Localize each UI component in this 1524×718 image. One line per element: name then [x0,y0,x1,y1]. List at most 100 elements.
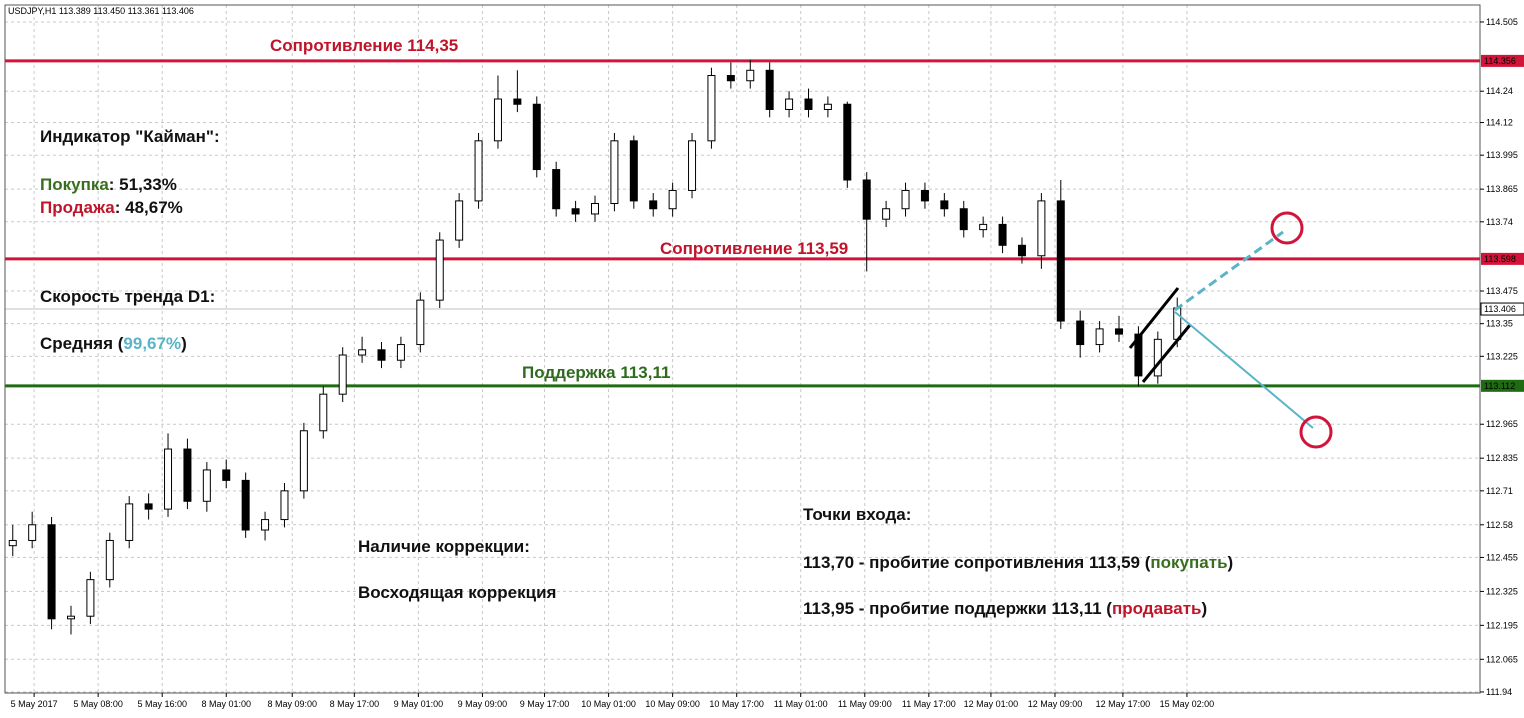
level-label-box [1481,252,1524,265]
candle-body [765,69,774,110]
candle-body [183,448,192,502]
y-tick-label: 112.71 [1486,486,1513,496]
candle-body [474,140,483,202]
candle-body [959,208,968,231]
candle-body [610,140,619,205]
x-tick-label: 8 May 09:00 [267,699,317,709]
candle-body [668,189,677,210]
candle-body [726,75,735,82]
candle-body [1037,200,1046,257]
x-tick-label: 11 May 17:00 [902,699,956,709]
x-tick-label: 8 May 17:00 [330,699,380,709]
level-label-box [1481,379,1524,392]
x-tick-label: 9 May 17:00 [520,699,570,709]
y-tick-label: 113.74 [1486,217,1513,227]
y-tick-label: 112.325 [1486,586,1518,596]
level-label-box [1481,54,1524,67]
levels [5,59,1480,388]
candle-body [513,98,522,105]
candle-body [280,490,289,521]
x-tick-label: 12 May 17:00 [1096,699,1151,709]
y-tick-label: 112.195 [1486,620,1518,630]
candle-body [299,430,308,492]
candle-body [416,299,425,346]
candle-body [882,208,891,220]
annotation: Поддержка 113,11 [522,363,670,382]
x-tick-label: 5 May 16:00 [137,699,187,709]
candle-body [47,524,56,620]
annotation: Индикатор "Кайман": [40,127,220,146]
symbol: USDJPY,H1 113.389 113.450 113.361 113.40… [8,6,194,16]
y-tick-label: 112.965 [1486,419,1518,429]
x-tick-label: 10 May 17:00 [709,699,764,709]
arrow-up [1174,230,1284,312]
grid [5,5,1480,693]
candle-body [1076,320,1085,346]
candle-body [1017,244,1026,257]
candle-body [358,349,367,356]
candle-body [901,189,910,210]
candle-body [746,69,755,82]
candle-body [86,579,95,617]
candle-body [532,103,541,171]
y-tick-label: 112.58 [1486,520,1513,530]
candle-body [552,169,561,210]
candle-body [785,98,794,110]
candle-body [396,344,405,361]
candle-body [707,75,716,142]
x-tick-label: 8 May 01:00 [201,699,251,709]
candle-body [1115,328,1124,335]
level-label: 113.598 [1484,254,1516,264]
candle-body [1095,328,1104,346]
annotation: Восходящая коррекция [358,583,556,602]
candle-body [823,103,832,110]
candle-body [125,503,134,541]
candle-body [591,203,599,215]
candle-body [493,98,502,142]
candle-body [1153,338,1162,377]
y-tick-label: 112.835 [1486,453,1518,463]
candle-body [1134,333,1143,377]
annotation: Покупка: 51,33% [40,175,177,194]
candle-body [105,539,114,581]
channel-line [1128,287,1180,349]
candle-body [629,140,638,202]
annotation: Продажа: 48,67% [40,198,183,217]
arrow-down [1174,311,1314,429]
y-tick-label: 114.12 [1486,118,1513,128]
x-tick-label: 10 May 09:00 [645,699,700,709]
candle-body [843,103,852,181]
y-tick-label: 114.24 [1486,86,1513,96]
x-tick-label: 9 May 01:00 [394,699,444,709]
x-tick-label: 12 May 01:00 [964,699,1019,709]
candle-body [998,223,1007,246]
candle-body [319,393,328,432]
x-tick-label: 15 May 02:00 [1160,699,1215,709]
x-tick-label: 11 May 01:00 [774,699,828,709]
annotation: Средняя (99,67%) [40,334,187,353]
x-tick-label: 11 May 09:00 [838,699,892,709]
target-circle [1270,211,1304,245]
candle-body [688,140,697,191]
level-label: 113.406 [1484,304,1516,314]
level-label: 114.356 [1484,56,1516,66]
x-tick-label: 5 May 08:00 [73,699,123,709]
candle-body [920,189,929,202]
candle-body [241,479,250,531]
candle-body [338,354,347,395]
candle-body [8,539,17,547]
candle-body [66,615,75,620]
candle-body [261,519,270,531]
y-tick-label: 113.995 [1486,150,1518,160]
candle-body [222,469,231,481]
annotation: 113,95 - пробитие поддержки 113,11 (прод… [803,599,1207,618]
y-tick-label: 111.94 [1486,687,1512,697]
candle-body [144,503,153,510]
annotations: Сопротивление 114,35 Сопротивление 113,5… [40,36,1233,618]
x-tick-label: 10 May 01:00 [581,699,636,709]
candle-body [979,223,988,231]
y-tick-label: 113.475 [1486,286,1518,296]
annotation: Сопротивление 113,59 [660,239,848,258]
